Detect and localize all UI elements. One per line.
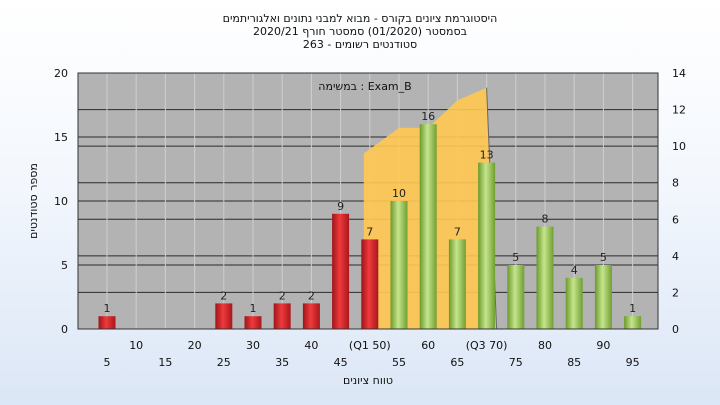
chart-title: היסטוגרמת ציונים בקורס - מבוא למבני נתונ…	[223, 12, 498, 51]
data-label-35: 2	[279, 289, 286, 302]
data-label-40: 2	[308, 289, 315, 302]
data-label-60: 16	[421, 110, 435, 123]
y-right-tick-10: 10	[672, 140, 686, 153]
data-label-50: 7	[366, 225, 373, 238]
bar-90	[594, 265, 612, 329]
title-line-2: בסמסטר (01/2020) סמסטר חורף 2020/21	[253, 25, 467, 38]
bar-70	[478, 162, 496, 329]
title-line-1: היסטוגרמת ציונים בקורס - מבוא למבני נתונ…	[223, 12, 498, 25]
x-tick-upper-2: 30	[246, 339, 260, 352]
x-tick-upper-5: 60	[421, 339, 435, 352]
x-tick-lower-1: 15	[158, 356, 172, 369]
bar-85	[565, 277, 583, 329]
x-tick-upper-8: 90	[596, 339, 610, 352]
data-label-70: 13	[480, 149, 494, 162]
title-line-3: סטודנטים רשומים - 263	[303, 38, 417, 51]
x-tick-lower-9: 95	[626, 356, 640, 369]
x-tick-upper-6: (Q3 70)	[466, 339, 508, 352]
y-left-tick-15: 15	[54, 131, 68, 144]
data-label-75: 5	[512, 251, 519, 264]
x-tick-upper-7: 80	[538, 339, 552, 352]
y-right-tick-12: 12	[672, 104, 686, 117]
y-right-tick-8: 8	[672, 177, 679, 190]
exam-annotation: במשימה : Exam_B	[318, 80, 411, 93]
y-left-tick-0: 0	[61, 323, 68, 336]
y-right-tick-14: 14	[672, 67, 686, 80]
x-tick-lower-6: 65	[450, 356, 464, 369]
y-left-tick-20: 20	[54, 67, 68, 80]
x-tick-lower-7: 75	[509, 356, 523, 369]
y-right-tick-2: 2	[672, 286, 679, 299]
data-label-25: 2	[220, 289, 227, 302]
bar-35	[273, 303, 291, 329]
data-label-55: 10	[392, 187, 406, 200]
y-right-tick-0: 0	[672, 323, 679, 336]
bar-55	[390, 201, 408, 329]
x-tick-upper-0: 10	[129, 339, 143, 352]
x-tick-lower-0: 5	[104, 356, 111, 369]
bar-80	[536, 226, 554, 329]
bar-5	[98, 316, 116, 329]
x-tick-lower-5: 55	[392, 356, 406, 369]
x-axis-title: טווח ציונים	[343, 374, 393, 387]
data-label-95: 1	[629, 302, 636, 315]
bar-50	[361, 239, 379, 329]
x-tick-lower-2: 25	[217, 356, 231, 369]
x-tick-lower-3: 35	[275, 356, 289, 369]
x-tick-upper-3: 40	[304, 339, 318, 352]
bar-25	[215, 303, 233, 329]
x-tick-upper-1: 20	[188, 339, 202, 352]
data-label-30: 1	[250, 302, 257, 315]
y-right-tick-6: 6	[672, 213, 679, 226]
x-tick-lower-8: 85	[567, 356, 581, 369]
bar-40	[302, 303, 320, 329]
y-right-tick-4: 4	[672, 250, 679, 263]
bar-75	[507, 265, 525, 329]
x-tick-lower-4: 45	[334, 356, 348, 369]
data-label-45: 9	[337, 200, 344, 213]
data-label-80: 8	[542, 213, 549, 226]
data-label-90: 5	[600, 251, 607, 264]
data-label-5: 1	[104, 302, 111, 315]
plot-border	[77, 72, 659, 330]
bar-45	[332, 213, 350, 329]
bar-95	[624, 316, 642, 329]
data-label-85: 4	[571, 264, 578, 277]
data-label-65: 7	[454, 225, 461, 238]
x-tick-upper-4: (Q1 50)	[349, 339, 391, 352]
bar-60	[419, 124, 437, 329]
y-left-tick-5: 5	[61, 259, 68, 272]
bar-65	[448, 239, 466, 329]
y-axis-title: מספר סטודנטים	[27, 163, 40, 239]
bar-30	[244, 316, 262, 329]
y-left-tick-10: 10	[54, 195, 68, 208]
